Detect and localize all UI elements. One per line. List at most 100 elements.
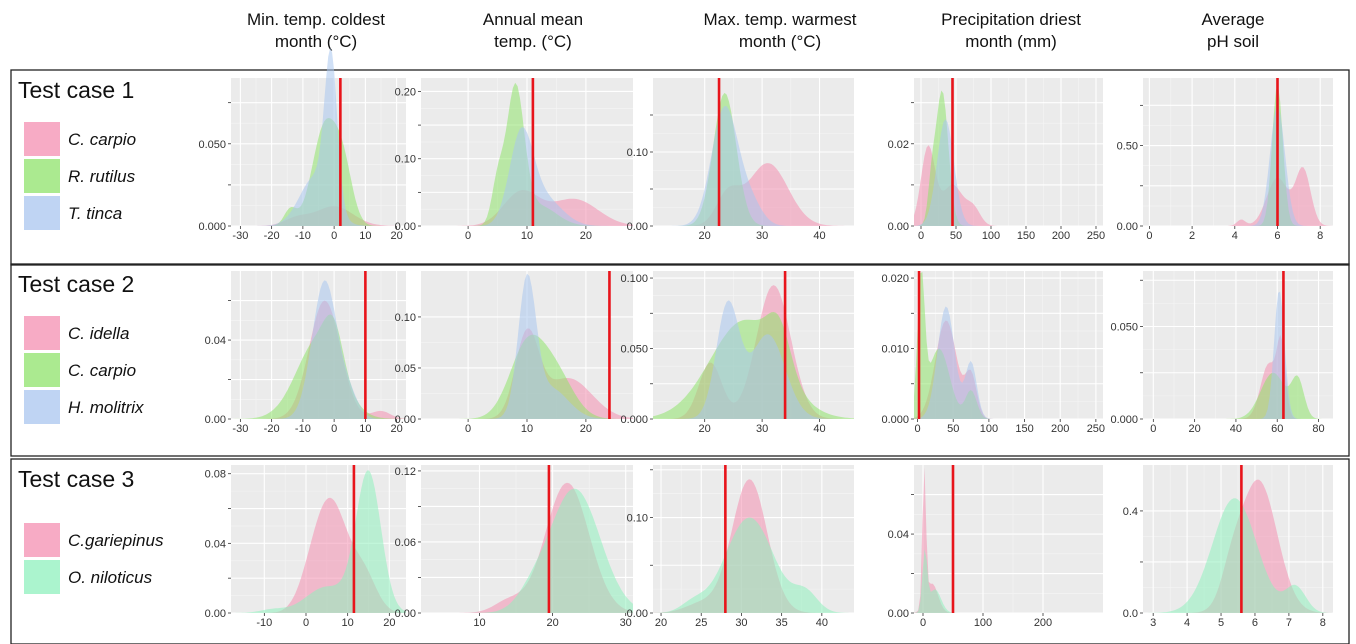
y-tick-label: 0.20 <box>395 86 416 98</box>
x-tick-label: 150 <box>1015 423 1033 435</box>
x-tick-label: 100 <box>974 617 992 629</box>
test-case-row: Test case 1 C. carpio R. rutilus T. tinca -3… <box>10 47 1350 266</box>
density-panel: 0 10 20 0.00 0.05 0.10 <box>395 271 633 435</box>
column-header-line: Max. temp. warmest <box>703 10 856 29</box>
column-header-line: Average <box>1201 10 1264 29</box>
x-tick-label: 0 <box>465 230 471 242</box>
y-tick-label: 0.050 <box>1110 322 1138 334</box>
x-tick-label: 80 <box>1312 423 1324 435</box>
y-tick-label: 0.00 <box>888 608 909 620</box>
x-tick-label: 0 <box>920 617 926 629</box>
x-tick-label: 20 <box>699 423 711 435</box>
x-tick-label: 0 <box>465 423 471 435</box>
x-tick-label: 40 <box>1230 423 1242 435</box>
density-area <box>914 145 1103 226</box>
x-tick-label: 40 <box>816 617 828 629</box>
x-tick-label: 30 <box>756 423 768 435</box>
y-tick-label: 0.00 <box>888 221 909 233</box>
x-tick-label: 0 <box>915 423 921 435</box>
x-tick-label: 0 <box>1150 423 1156 435</box>
y-tick-label: 0.4 <box>1123 506 1138 518</box>
y-tick-label: 0.000 <box>881 414 909 426</box>
legend-swatch <box>24 353 60 387</box>
legend-label: T. tinca <box>68 204 122 223</box>
y-tick-label: 0.04 <box>205 538 226 550</box>
legend-label: C. idella <box>68 324 129 343</box>
density-panel: 0 10 20 0.00 0.10 0.20 <box>395 78 633 242</box>
x-tick-label: 0 <box>331 423 337 435</box>
density-panel: 20 30 40 0.00 0.10 <box>627 78 854 242</box>
y-tick-label: 0.00 <box>205 608 226 620</box>
x-tick-label: 10 <box>521 230 533 242</box>
legend-label: O. niloticus <box>68 568 153 587</box>
density-area <box>653 300 854 419</box>
x-tick-label: 60 <box>1271 423 1283 435</box>
density-panel: 3 4 5 6 7 8 0.0 0.4 <box>1123 465 1333 629</box>
x-tick-label: 20 <box>383 617 395 629</box>
density-panel: 20 30 40 0.000 0.050 0.100 <box>620 271 854 435</box>
test-case-row: Test case 2 C. idella C. carpio H. molitrix… <box>10 263 1350 457</box>
column-header-line: month (mm) <box>965 32 1057 51</box>
y-tick-label: 0.0 <box>1123 608 1138 620</box>
legend-label: R. rutilus <box>68 167 136 186</box>
density-area <box>1143 498 1333 613</box>
column-header-line: temp. (°C) <box>494 32 572 51</box>
density-panel: 0 100 200 0.00 0.04 <box>888 465 1103 629</box>
x-tick-label: 10 <box>473 617 485 629</box>
density-area <box>1143 105 1333 226</box>
x-tick-label: 10 <box>359 423 371 435</box>
x-tick-label: 7 <box>1286 617 1292 629</box>
density-panel: -30 -20 -10 0 10 20 0.00 0.04 <box>205 271 406 435</box>
y-tick-label: 0.10 <box>627 147 648 159</box>
x-tick-label: 30 <box>620 617 632 629</box>
legend-label: C.gariepinus <box>68 531 164 550</box>
x-tick-label: 0 <box>918 230 924 242</box>
x-tick-label: 20 <box>391 423 403 435</box>
test-case-frame <box>10 69 1350 266</box>
x-tick-label: 30 <box>735 617 747 629</box>
y-tick-label: 0.10 <box>395 154 416 166</box>
x-tick-label: -30 <box>232 230 248 242</box>
density-area <box>914 549 1103 613</box>
x-tick-label: 6 <box>1252 617 1258 629</box>
x-tick-label: 0 <box>1146 230 1152 242</box>
density-panel: 0 20 40 60 80 0.000 0.050 <box>1110 271 1333 435</box>
x-tick-label: 100 <box>982 230 1000 242</box>
x-tick-label: 8 <box>1317 230 1323 242</box>
density-panel: 0 50 100 150 200 250 0.00 0.02 <box>888 78 1105 242</box>
legend-swatch <box>24 390 60 424</box>
test-case-title: Test case 1 <box>18 77 134 103</box>
density-area <box>421 488 633 613</box>
column-header-line: month (°C) <box>739 32 821 51</box>
y-tick-label: 0.10 <box>395 312 416 324</box>
x-tick-label: 20 <box>580 423 592 435</box>
x-tick-label: 50 <box>950 230 962 242</box>
y-tick-label: 0.00 <box>627 221 648 233</box>
y-tick-label: 0.12 <box>395 466 416 478</box>
x-tick-label: 40 <box>813 230 825 242</box>
legend-swatch <box>24 122 60 156</box>
column-header-line: Min. temp. coldest <box>247 10 385 29</box>
x-tick-label: 30 <box>756 230 768 242</box>
x-tick-label: -30 <box>232 423 248 435</box>
x-tick-label: 20 <box>1189 423 1201 435</box>
column-header-line: Precipitation driest <box>941 10 1081 29</box>
x-tick-label: -20 <box>264 423 280 435</box>
x-tick-label: 8 <box>1320 617 1326 629</box>
density-area <box>231 280 406 419</box>
x-tick-label: -10 <box>256 617 272 629</box>
x-tick-label: 6 <box>1274 230 1280 242</box>
x-tick-label: 0 <box>303 617 309 629</box>
y-tick-label: 0.00 <box>627 608 648 620</box>
x-tick-label: 5 <box>1218 617 1224 629</box>
legend-label: C. carpio <box>68 130 136 149</box>
x-tick-label: -20 <box>264 230 280 242</box>
y-tick-label: 0.00 <box>395 221 416 233</box>
y-tick-label: 0.00 <box>395 608 416 620</box>
legend-swatch <box>24 560 60 594</box>
y-tick-label: 0.050 <box>620 344 648 356</box>
x-tick-label: 250 <box>1087 230 1105 242</box>
y-tick-label: 0.00 <box>395 414 416 426</box>
density-area <box>231 47 406 226</box>
